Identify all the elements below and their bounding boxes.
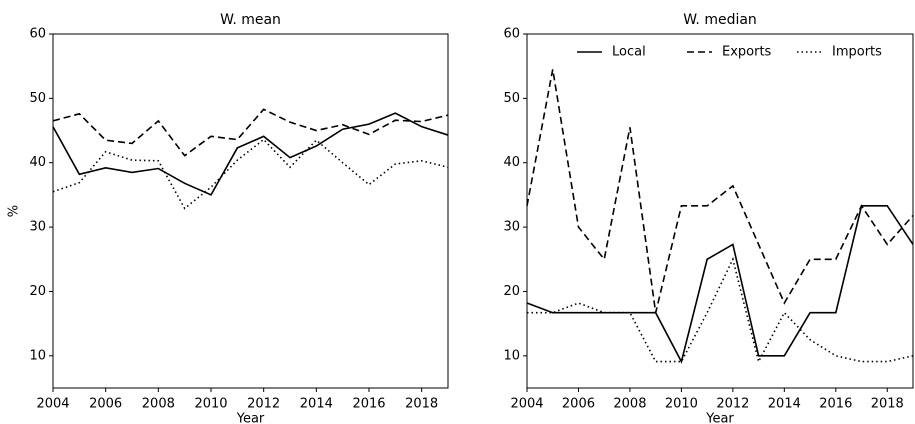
y-tick-label: 10: [503, 348, 520, 363]
plot-frame: [526, 33, 914, 389]
legend-label: Imports: [832, 45, 882, 60]
x-tick-label: 2006: [89, 397, 122, 412]
legend-label: Local: [612, 45, 646, 60]
y-tick-label: 60: [503, 27, 520, 42]
chart-title: W. median: [683, 12, 757, 28]
series-line: [527, 256, 914, 364]
y-tick-label: 30: [503, 220, 520, 235]
x-tick-label: 2014: [768, 397, 801, 412]
plot-frame: [52, 33, 449, 389]
x-tick-label: 2012: [716, 397, 749, 412]
y-tick-label: 60: [29, 27, 46, 42]
x-tick-label: 2004: [36, 397, 69, 412]
y-tick-label: 50: [503, 91, 520, 106]
y-tick-label: 10: [29, 348, 46, 363]
y-tick-label: 20: [503, 284, 520, 299]
x-tick-label: 2012: [247, 397, 280, 412]
x-tick-label: 2016: [352, 397, 385, 412]
series-line: [526, 205, 914, 364]
x-axis-label: Year: [705, 412, 734, 424]
y-tick-label: 40: [29, 155, 46, 170]
y-tick-label: 40: [503, 155, 520, 170]
y-axis-label: %: [7, 205, 22, 217]
chart-title: W. mean: [220, 12, 281, 28]
series-line: [52, 108, 449, 157]
y-tick-label: 50: [29, 91, 46, 106]
x-tick-label: 2006: [562, 397, 595, 412]
x-tick-label: 2008: [613, 397, 646, 412]
x-tick-label: 2010: [665, 397, 698, 412]
x-tick-label: 2010: [194, 397, 227, 412]
y-tick-label: 30: [29, 220, 46, 235]
x-tick-label: 2014: [300, 397, 333, 412]
x-axis-label: Year: [236, 412, 265, 424]
x-tick-label: 2016: [819, 397, 852, 412]
x-tick-label: 2018: [871, 397, 904, 412]
x-tick-label: 2004: [510, 397, 543, 412]
series-line: [52, 112, 449, 196]
x-tick-label: 2018: [405, 397, 438, 412]
series-line: [52, 138, 449, 210]
series-line: [526, 69, 914, 313]
legend-label: Exports: [722, 45, 772, 60]
x-tick-label: 2008: [142, 397, 175, 412]
y-tick-label: 20: [29, 284, 46, 299]
